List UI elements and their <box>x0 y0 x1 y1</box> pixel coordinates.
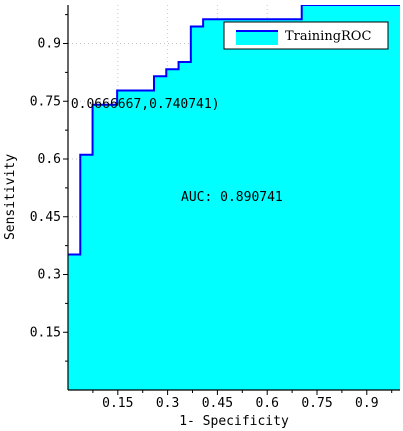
legend-label: TrainingROC <box>285 29 371 44</box>
auc-annotation: AUC: 0.890741 <box>181 190 283 205</box>
y-tick-label: 0.9 <box>38 37 61 52</box>
axes <box>67 5 400 391</box>
y-tick-label: 0.6 <box>38 152 61 167</box>
legend: TrainingROC <box>223 21 389 50</box>
roc-point-annotation: (0.0666667,0.740741) <box>63 97 220 112</box>
y-axis-title: Sensitivity <box>3 154 18 240</box>
roc-curve-line <box>68 5 400 256</box>
x-ticks: 0.15 0.3 0.45 0.6 0.75 0.9 <box>92 390 393 411</box>
y-tick-label: 0.45 <box>30 210 61 225</box>
y-tick-label: 0.75 <box>30 94 61 109</box>
x-tick-label: 0.15 <box>102 396 133 411</box>
x-tick-label: 0.6 <box>255 396 278 411</box>
x-tick-label: 0.9 <box>355 396 378 411</box>
annotations: (0.0666667,0.740741) AUC: 0.890741 <box>63 97 283 205</box>
y-tick-label: 0.3 <box>38 268 61 283</box>
roc-area-fill <box>68 5 400 390</box>
x-tick-label: 0.75 <box>301 396 332 411</box>
x-axis-title: 1- Specificity <box>179 414 289 429</box>
y-ticks: 0.15 0.3 0.45 0.6 0.75 0.9 <box>30 14 68 362</box>
roc-area-layer <box>68 5 400 390</box>
legend-swatch <box>236 31 278 45</box>
y-tick-label: 0.15 <box>30 325 61 340</box>
x-tick-label: 0.3 <box>156 396 179 411</box>
x-tick-label: 0.45 <box>202 396 233 411</box>
